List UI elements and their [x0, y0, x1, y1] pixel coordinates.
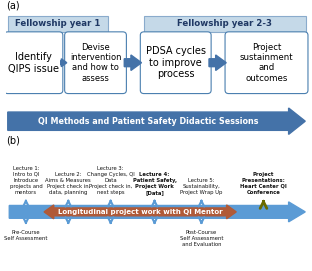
Text: PDSA cycles
to improve
process: PDSA cycles to improve process	[146, 46, 206, 79]
Polygon shape	[8, 108, 305, 134]
Text: Fellowship year 1: Fellowship year 1	[15, 20, 100, 28]
Text: Post-Course
Self Assessment
and Evaluation: Post-Course Self Assessment and Evaluati…	[180, 230, 223, 247]
Text: Identify
QIPS issue: Identify QIPS issue	[8, 52, 59, 73]
FancyBboxPatch shape	[8, 15, 108, 33]
Text: Devise
intervention
and how to
assess: Devise intervention and how to assess	[70, 43, 121, 83]
FancyBboxPatch shape	[4, 32, 63, 93]
Text: Lecture 2:
Aims & Measures
Project check in,
data, planning: Lecture 2: Aims & Measures Project check…	[46, 172, 91, 195]
Polygon shape	[9, 202, 305, 222]
FancyBboxPatch shape	[225, 32, 308, 93]
Text: Fellowship year 2-3: Fellowship year 2-3	[178, 20, 272, 28]
Text: QI Methods and Patient Safety Didactic Sessions: QI Methods and Patient Safety Didactic S…	[38, 117, 258, 126]
Text: (b): (b)	[6, 136, 20, 146]
Text: (a): (a)	[6, 0, 20, 10]
Text: Lecture 1:
Intro to QI
Introduce
projects and
mentors: Lecture 1: Intro to QI Introduce project…	[10, 166, 42, 195]
Text: Pre-Course
Self Assessment: Pre-Course Self Assessment	[4, 230, 48, 241]
Text: Project
Presentations:
Heart Center QI
Conference: Project Presentations: Heart Center QI C…	[240, 172, 287, 195]
Text: Lecture 5:
Sustainability,
Project Wrap Up: Lecture 5: Sustainability, Project Wrap …	[180, 178, 223, 195]
Polygon shape	[44, 205, 236, 219]
Text: Lecture 3:
Change Cycles, QI
Data
Project check in,
next steps: Lecture 3: Change Cycles, QI Data Projec…	[87, 166, 134, 195]
FancyBboxPatch shape	[144, 15, 306, 33]
Polygon shape	[209, 55, 226, 70]
Text: Lecture 4:
Patient Safety,
Project Work
[Data]: Lecture 4: Patient Safety, Project Work …	[133, 172, 177, 195]
Polygon shape	[61, 59, 67, 67]
FancyBboxPatch shape	[65, 32, 126, 93]
Text: Project
sustainment
and
outcomes: Project sustainment and outcomes	[240, 43, 293, 83]
Text: Longitudinal project work with QI Mentor: Longitudinal project work with QI Mentor	[58, 209, 222, 215]
Polygon shape	[124, 55, 142, 70]
FancyBboxPatch shape	[140, 32, 211, 93]
